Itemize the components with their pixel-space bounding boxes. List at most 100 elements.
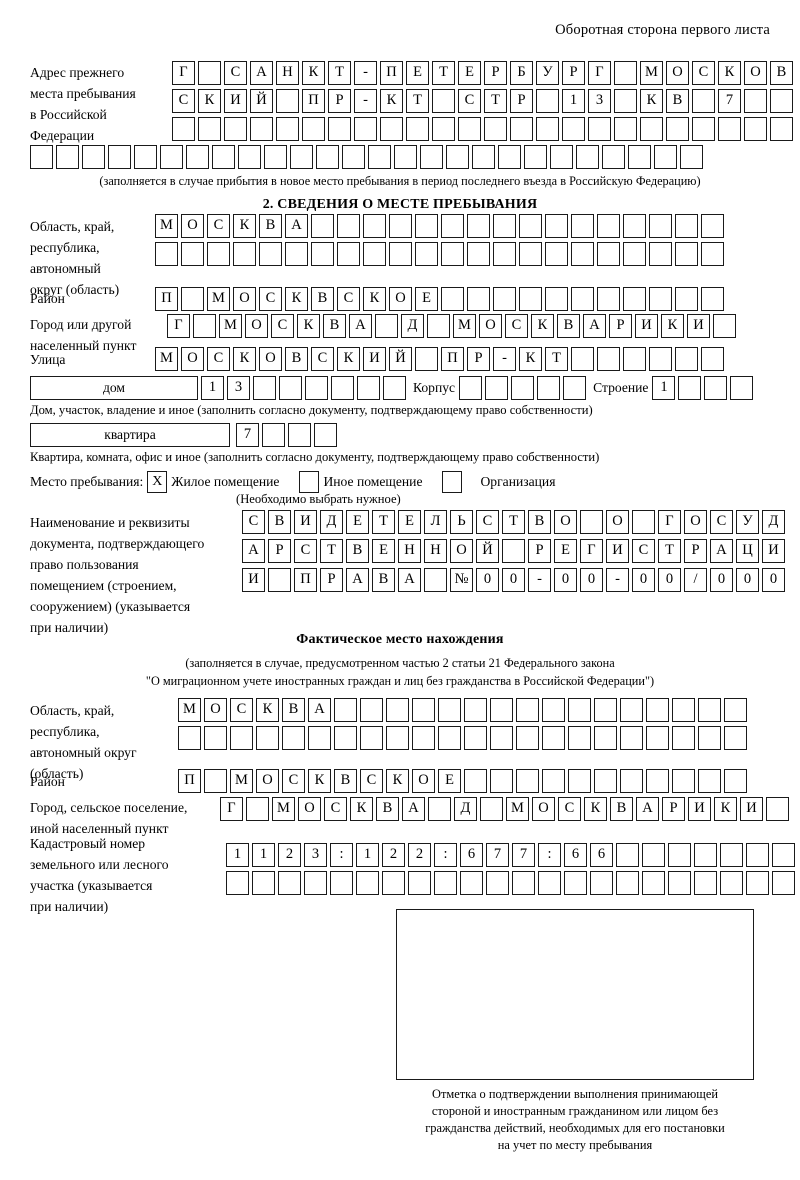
actual-region-cell-r0-12[interactable] — [490, 698, 513, 722]
region-cell-r0-3[interactable]: К — [233, 214, 256, 238]
region-cell-r1-0[interactable] — [155, 242, 178, 266]
cadastre-cell-r1-4[interactable] — [330, 871, 353, 895]
actual-region-cell-r1-15[interactable] — [568, 726, 591, 750]
prev-address-cell-r1-21[interactable]: 7 — [718, 89, 741, 113]
street-cell-21[interactable] — [701, 347, 724, 371]
cadastre-cell-r0-6[interactable]: 2 — [382, 843, 405, 867]
prev-address-cell-r3-17[interactable] — [472, 145, 495, 169]
document-cell-r2-4[interactable]: А — [346, 568, 369, 592]
cadastre-cell-r0-9[interactable]: 6 — [460, 843, 483, 867]
cadastre-cell-r0-12[interactable]: : — [538, 843, 561, 867]
region-cell-r1-13[interactable] — [493, 242, 516, 266]
cadastre-cell-r1-14[interactable] — [590, 871, 613, 895]
document-cell-r1-3[interactable]: Т — [320, 539, 343, 563]
prev-address-cell-r2-19[interactable] — [666, 117, 689, 141]
actual-city-cell-0[interactable]: Г — [220, 797, 243, 821]
actual-district-cell-15[interactable] — [568, 769, 591, 793]
prev-address-cell-r3-13[interactable] — [368, 145, 391, 169]
prev-address-cell-r3-21[interactable] — [576, 145, 599, 169]
cadastre-row[interactable] — [226, 871, 798, 895]
district-cell-13[interactable] — [493, 287, 516, 311]
korpus-cell-1[interactable] — [485, 376, 509, 400]
region-cell-r0-12[interactable] — [467, 214, 490, 238]
document-cell-r0-14[interactable]: О — [606, 510, 629, 534]
street-cell-16[interactable] — [571, 347, 594, 371]
prev-address-cell-r0-15[interactable]: Р — [562, 61, 585, 85]
city-cell-3[interactable]: О — [245, 314, 268, 338]
document-cell-r1-1[interactable]: Р — [268, 539, 291, 563]
prev-address-cell-r3-2[interactable] — [82, 145, 105, 169]
city-cell-21[interactable] — [713, 314, 736, 338]
district-cell-1[interactable] — [181, 287, 204, 311]
prev-address-cell-r1-8[interactable]: К — [380, 89, 403, 113]
document-cell-r1-16[interactable]: Т — [658, 539, 681, 563]
document-cell-r0-0[interactable]: С — [242, 510, 265, 534]
prev-address-cell-r3-0[interactable] — [30, 145, 53, 169]
street-cell-18[interactable] — [623, 347, 646, 371]
region-cell-r1-20[interactable] — [675, 242, 698, 266]
actual-district-cell-6[interactable]: В — [334, 769, 357, 793]
actual-region-cell-r0-13[interactable] — [516, 698, 539, 722]
prev-address-cell-r1-11[interactable]: С — [458, 89, 481, 113]
prev-address-cell-r2-12[interactable] — [484, 117, 507, 141]
region-cell-r0-5[interactable]: А — [285, 214, 308, 238]
region-cell-r1-1[interactable] — [181, 242, 204, 266]
city-cell-8[interactable] — [375, 314, 398, 338]
document-cell-r1-7[interactable]: Н — [424, 539, 447, 563]
document-cell-r1-15[interactable]: С — [632, 539, 655, 563]
street-cell-1[interactable]: О — [181, 347, 204, 371]
cadastre-cell-r1-9[interactable] — [460, 871, 483, 895]
district-cell-2[interactable]: М — [207, 287, 230, 311]
actual-district-cell-14[interactable] — [542, 769, 565, 793]
prev-address-cell-r1-3[interactable]: Й — [250, 89, 273, 113]
document-cell-r0-2[interactable]: И — [294, 510, 317, 534]
prev-address-cell-r1-2[interactable]: И — [224, 89, 247, 113]
district-cell-20[interactable] — [675, 287, 698, 311]
document-cell-r1-20[interactable]: И — [762, 539, 785, 563]
prev-address-cell-r1-0[interactable]: С — [172, 89, 195, 113]
document-cell-r0-8[interactable]: Ь — [450, 510, 473, 534]
prev-address-cell-r1-7[interactable]: - — [354, 89, 377, 113]
street-cell-0[interactable]: М — [155, 347, 178, 371]
document-cell-r0-17[interactable]: О — [684, 510, 707, 534]
city-cell-9[interactable]: Д — [401, 314, 424, 338]
prev-address-cell-r3-18[interactable] — [498, 145, 521, 169]
actual-city-cell-13[interactable]: С — [558, 797, 581, 821]
actual-district-cell-16[interactable] — [594, 769, 617, 793]
cadastre-cell-r0-18[interactable] — [694, 843, 717, 867]
prev-address-cell-r2-11[interactable] — [458, 117, 481, 141]
actual-city-cell-6[interactable]: В — [376, 797, 399, 821]
actual-district-cell-21[interactable] — [724, 769, 747, 793]
prev-address-cell-r0-3[interactable]: А — [250, 61, 273, 85]
stroenie-cell-3[interactable] — [730, 376, 754, 400]
prev-address-cell-r3-16[interactable] — [446, 145, 469, 169]
document-cell-r2-17[interactable]: / — [684, 568, 707, 592]
prev-address-cell-r1-19[interactable]: В — [666, 89, 689, 113]
cadastre-cell-r0-4[interactable]: : — [330, 843, 353, 867]
document-cell-r2-1[interactable] — [268, 568, 291, 592]
document-cell-r2-0[interactable]: И — [242, 568, 265, 592]
street-cell-6[interactable]: С — [311, 347, 334, 371]
city-cell-12[interactable]: О — [479, 314, 502, 338]
actual-city-cell-4[interactable]: С — [324, 797, 347, 821]
actual-district-cell-4[interactable]: С — [282, 769, 305, 793]
prev-address-cell-r3-6[interactable] — [186, 145, 209, 169]
house-cell-2[interactable] — [253, 376, 276, 400]
document-cell-r2-16[interactable]: 0 — [658, 568, 681, 592]
actual-district-cell-8[interactable]: К — [386, 769, 409, 793]
cadastre-cell-r1-16[interactable] — [642, 871, 665, 895]
actual-district-cell-13[interactable] — [516, 769, 539, 793]
street-cell-4[interactable]: О — [259, 347, 282, 371]
korpus-cell-2[interactable] — [511, 376, 535, 400]
district-cell-8[interactable]: К — [363, 287, 386, 311]
actual-city-cell-12[interactable]: О — [532, 797, 555, 821]
district-cell-11[interactable] — [441, 287, 464, 311]
prev-address-cell-r3-7[interactable] — [212, 145, 235, 169]
region-cell-r1-18[interactable] — [623, 242, 646, 266]
street-cell-5[interactable]: В — [285, 347, 308, 371]
document-cell-r0-18[interactable]: С — [710, 510, 733, 534]
confirmation-stamp-box[interactable] — [396, 909, 754, 1080]
